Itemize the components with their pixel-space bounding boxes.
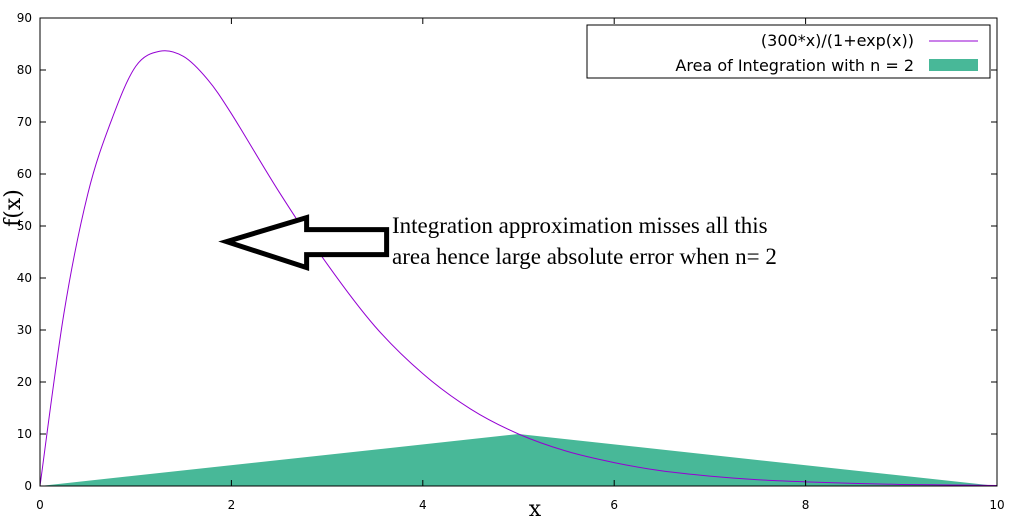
x-tick-label: 6 (610, 498, 618, 512)
y-tick-label: 10 (17, 427, 32, 441)
x-tick-label: 0 (36, 498, 44, 512)
legend: (300*x)/(1+exp(x)) Area of Integration w… (586, 24, 991, 79)
y-tick-label: 0 (24, 479, 32, 493)
area-layer (40, 434, 997, 486)
annotation-text-line-2: area hence large absolute error when n= … (392, 244, 777, 269)
integration-area (40, 434, 997, 486)
y-tick-label: 30 (17, 323, 32, 337)
function-curve (39, 50, 998, 487)
y-tick-label: 60 (17, 167, 32, 181)
line-layer (39, 50, 998, 487)
y-tick-label: 40 (17, 271, 32, 285)
plot-frame (39, 17, 998, 487)
legend-swatch-area (929, 59, 978, 71)
x-tick-label: 4 (419, 498, 427, 512)
y-tick-label: 20 (17, 375, 32, 389)
y-axis-title: f(x) (1, 189, 26, 227)
x-tick-label: 2 (228, 498, 236, 512)
x-axis-title: x (529, 497, 542, 522)
x-tick-label: 8 (802, 498, 810, 512)
y-tick-label: 90 (17, 11, 32, 25)
annotation-text-line-1: Integration approximation misses all thi… (392, 213, 768, 238)
annotation: Integration approximation misses all thi… (218, 213, 777, 272)
legend-label-curve: (300*x)/(1+exp(x)) (761, 31, 914, 50)
x-tick-label: 10 (989, 498, 1004, 512)
y-tick-label: 70 (17, 115, 32, 129)
legend-box (586, 24, 991, 79)
y-tick-label: 80 (17, 63, 32, 77)
y-tick-label: 50 (17, 219, 32, 233)
ticks-layer: 0 2 4 6 8 10 0 10 20 30 40 50 60 70 80 90 (17, 11, 1005, 512)
legend-label-area: Area of Integration with n = 2 (675, 56, 914, 75)
annotation-arrow (218, 214, 390, 272)
